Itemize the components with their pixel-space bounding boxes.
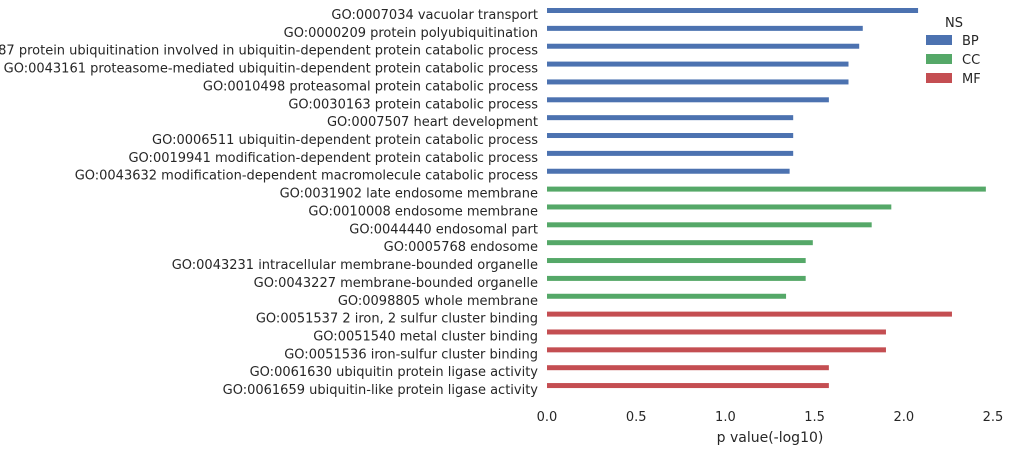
x-tick-label: 0.0 — [537, 410, 558, 425]
y-tick-label: GO:0098805 whole membrane — [338, 294, 538, 309]
bar-mf — [547, 365, 829, 371]
x-tick-label: 2.5 — [983, 410, 1004, 425]
x-tick-label: 1.5 — [804, 410, 825, 425]
y-tick-label: GO:0010008 endosome membrane — [308, 204, 538, 219]
y-tick-label: GO:0043227 membrane-bounded organelle — [254, 276, 538, 291]
bar-cc — [547, 186, 986, 192]
bar-bp — [547, 133, 794, 139]
bar-cc — [547, 293, 787, 299]
bar-bp — [547, 25, 863, 31]
bar-bp — [547, 79, 849, 85]
y-tick-label: GO:0061659 ubiquitin-like protein ligase… — [223, 383, 539, 398]
y-tick-label: GO:0005768 endosome — [384, 240, 538, 255]
legend-title: NS — [945, 16, 963, 31]
bar-cc — [547, 222, 872, 228]
x-axis: 0.0 0.5 1.0 1.5 2.0 2.5 — [537, 410, 1004, 425]
y-tick-label: GO:0007034 vacuolar transport — [331, 8, 538, 23]
y-tick-label: GO:0030163 protein catabolic process — [288, 97, 538, 112]
y-tick-label: GO:0051537 2 iron, 2 sulfur cluster bind… — [256, 312, 538, 327]
y-tick-label: GO:0031902 late endosome membrane — [280, 187, 538, 202]
y-tick-label: GO:0043161 proteasome-mediated ubiquitin… — [4, 62, 539, 77]
legend: NS BP CC MF — [926, 16, 981, 87]
bar-bp — [547, 8, 919, 13]
legend-swatch-mf — [926, 73, 952, 83]
y-tick-label: GO:0051540 metal cluster binding — [313, 329, 538, 344]
bar-bp — [547, 61, 849, 67]
y-tick-label: GO:0000209 protein polyubiquitination — [284, 26, 538, 41]
y-tick-label: GO:0051536 iron-sulfur cluster binding — [284, 347, 538, 362]
bar-mf — [547, 329, 886, 335]
y-tick-label: GO:0010498 proteasomal protein catabolic… — [203, 79, 538, 94]
bar-bp — [547, 168, 790, 174]
bar-bp — [547, 43, 860, 49]
y-tick-labels: GO:0007034 vacuolar transport GO:0000209 … — [0, 8, 538, 398]
bars — [547, 8, 986, 389]
bar-mf — [547, 347, 886, 353]
bar-cc — [547, 204, 892, 210]
y-tick-label: GO:0019941 modification-dependent protei… — [128, 151, 538, 166]
bar-mf — [547, 383, 829, 389]
y-tick-label: GO:0042787 protein ubiquitination involv… — [0, 44, 538, 59]
x-tick-label: 0.5 — [626, 410, 647, 425]
y-tick-label: GO:0043231 intracellular membrane-bounde… — [172, 258, 538, 273]
bar-cc — [547, 240, 813, 246]
x-tick-label: 2.0 — [893, 410, 914, 425]
legend-swatch-bp — [926, 35, 952, 45]
y-tick-label: GO:0007507 heart development — [327, 115, 538, 130]
y-tick-label: GO:0043632 modification-dependent macrom… — [75, 169, 539, 184]
y-tick-label: GO:0061630 ubiquitin protein ligase acti… — [250, 365, 539, 380]
bar-bp — [547, 97, 829, 103]
legend-label-bp: BP — [962, 34, 979, 49]
bar-bp — [547, 150, 794, 156]
bar-bp — [547, 115, 794, 121]
legend-swatch-cc — [926, 54, 952, 64]
y-tick-label: GO:0006511 ubiquitin-dependent protein c… — [152, 133, 538, 148]
y-tick-label: GO:0044440 endosomal part — [349, 222, 538, 237]
bar-cc — [547, 258, 806, 264]
legend-label-mf: MF — [962, 72, 981, 87]
legend-label-cc: CC — [962, 53, 980, 68]
bar-mf — [547, 311, 952, 317]
x-tick-label: 1.0 — [715, 410, 736, 425]
x-axis-label: p value(-log10) — [717, 430, 824, 446]
bar-cc — [547, 275, 806, 281]
